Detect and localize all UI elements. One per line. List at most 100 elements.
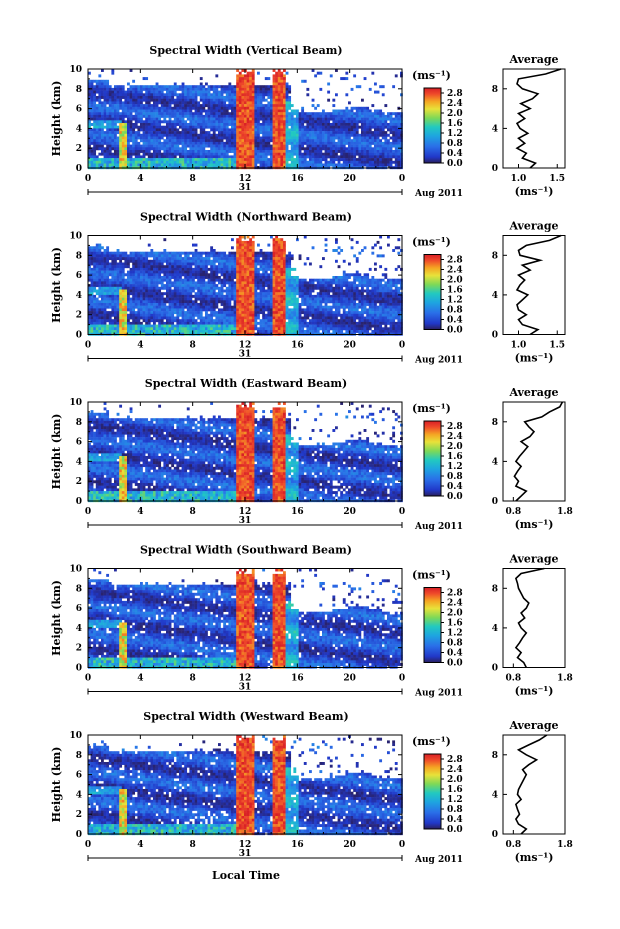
y-tick-label: 6 [76, 771, 82, 781]
x-tick-label: 16 [291, 507, 304, 517]
colorbar-tick-label: 0.4 [447, 815, 463, 825]
x-tick-label: 20 [343, 507, 356, 517]
average-title: Average [508, 53, 558, 66]
average-panel: Average 0 4 8 0.8 1.8(ms⁻¹) [492, 719, 573, 864]
panel-1: Spectral Width (Vertical Beam) 0 2 4 6 8 10 0 4 8… [50, 44, 566, 199]
avg-x-tick-label: 1.5 [549, 341, 565, 351]
colorbar-tick-label: 0.8 [447, 805, 463, 815]
y-tick-label: 0 [76, 830, 82, 840]
x-tick-label: 0 [85, 674, 91, 684]
average-title: Average [508, 719, 558, 732]
average-profile-line [514, 734, 548, 835]
average-frame [502, 401, 566, 502]
avg-x-tick-label: 1.0 [511, 341, 527, 351]
x-tick-label: 12 [239, 174, 252, 184]
x-tick-label: 8 [190, 507, 196, 517]
y-tick-label: 10 [69, 398, 82, 408]
colorbar [423, 87, 442, 164]
y-tick-label: 10 [69, 65, 82, 75]
colorbar-tick-label: 1.2 [447, 129, 463, 139]
colorbar-tick-label: 1.6 [447, 785, 463, 795]
colorbar-tick-label: 2.4 [447, 99, 463, 109]
x-tick-label: 8 [190, 840, 196, 850]
y-tick-label: 4 [76, 457, 82, 467]
date-tick-label: 31 [239, 183, 252, 193]
colorbar-tick-label: 2.8 [447, 589, 463, 599]
date-tick-label: 31 [239, 516, 252, 526]
x-tick-label: 4 [137, 341, 143, 351]
colorbar-tick-label: 0.0 [447, 159, 463, 169]
colorbar-tick-label: 2.8 [447, 755, 463, 765]
x-tick-label: 0 [399, 174, 405, 184]
avg-y-tick-label: 0 [492, 830, 498, 840]
panel-title: Spectral Width (Westward Beam) [143, 710, 348, 723]
y-axis-label: Height (km) [50, 81, 63, 157]
colorbar-tick-label: 2.0 [447, 276, 463, 286]
average-xlabel: (ms⁻¹) [515, 352, 554, 365]
y-tick-label: 10 [69, 232, 82, 242]
average-profile-line [513, 401, 564, 502]
colorbar-tick-label: 0.4 [447, 316, 463, 326]
colorbar-tick-label: 2.0 [447, 109, 463, 119]
date-tick-label: 31 [239, 683, 252, 693]
average-frame [502, 235, 566, 335]
x-tick-label: 16 [291, 840, 304, 850]
colorbar-tick-label: 2.0 [447, 609, 463, 619]
panel-4: Spectral Width (Southward Beam) 0 2 4 6 8 10 0 4… [50, 544, 573, 699]
colorbar-tick-label: 2.0 [447, 442, 463, 452]
colorbar-tick-label: 1.6 [447, 286, 463, 296]
panel-5: Spectral Width (Westward Beam) 0 2 4 6 8 10 0 4 8… [50, 710, 573, 865]
avg-y-tick-label: 0 [492, 164, 498, 174]
y-tick-label: 6 [76, 105, 82, 115]
colorbar-tick-label: 2.4 [447, 266, 463, 276]
y-tick-label: 4 [76, 624, 82, 634]
x-tick-label: 8 [190, 174, 196, 184]
x-tick-label: 4 [137, 174, 143, 184]
y-tick-label: 6 [76, 604, 82, 614]
x-tick-label: 16 [291, 174, 304, 184]
y-tick-label: 10 [69, 731, 82, 741]
x-axis-label: Local Time [212, 869, 280, 882]
x-tick-label: 0 [85, 174, 91, 184]
x-tick-label: 8 [190, 341, 196, 351]
y-tick-label: 2 [76, 644, 82, 654]
colorbar-tick-label: 2.4 [447, 432, 463, 442]
avg-y-tick-label: 0 [492, 664, 498, 674]
x-tick-label: 0 [399, 341, 405, 351]
avg-y-tick-label: 8 [492, 751, 498, 761]
colorbar-tick-label: 0.0 [447, 492, 463, 502]
average-title: Average [508, 553, 558, 566]
avg-x-tick-label: 0.8 [505, 840, 521, 850]
colorbar-tick-label: 1.2 [447, 629, 463, 639]
y-tick-label: 2 [76, 810, 82, 820]
x-tick-label: 20 [343, 674, 356, 684]
y-tick-label: 8 [76, 751, 82, 761]
avg-y-tick-label: 0 [492, 497, 498, 507]
x-tick-label: 12 [239, 507, 252, 517]
y-tick-label: 8 [76, 584, 82, 594]
date-label: Aug 2011 [414, 689, 463, 699]
y-axis-label: Height (km) [50, 747, 63, 823]
colorbar-tick-label: 2.4 [447, 765, 463, 775]
colorbar-tick-label: 0.0 [447, 326, 463, 336]
heatmap-cells [88, 402, 403, 503]
avg-y-tick-label: 0 [492, 331, 498, 341]
average-panel: Average 0 4 8 0.8 1.8(ms⁻¹) [492, 553, 573, 698]
x-tick-label: 0 [85, 341, 91, 351]
date-label: Aug 2011 [414, 855, 463, 865]
y-axis-label: Height (km) [50, 414, 63, 490]
colorbar-tick-label: 0.8 [447, 139, 463, 149]
avg-y-tick-label: 4 [492, 124, 498, 134]
colorbar-tick-label: 1.2 [447, 795, 463, 805]
average-frame [502, 68, 566, 169]
panel-title: Spectral Width (Vertical Beam) [149, 44, 342, 57]
colorbar [423, 587, 442, 663]
colorbar [423, 420, 442, 497]
avg-y-tick-label: 8 [492, 85, 498, 95]
average-profile-line [515, 68, 562, 169]
y-tick-label: 2 [76, 477, 82, 487]
avg-x-tick-label: 1.8 [557, 674, 573, 684]
average-panel: Average 0 4 8 1.0 1.5(ms⁻¹) [492, 53, 566, 198]
colorbar-tick-label: 1.2 [447, 462, 463, 472]
colorbar-tick-label: 1.2 [447, 296, 463, 306]
